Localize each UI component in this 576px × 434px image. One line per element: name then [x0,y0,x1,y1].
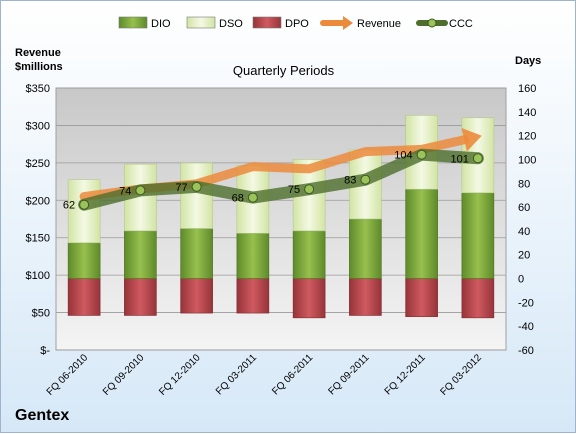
ccc-point [191,181,202,192]
ccc-point [79,199,90,210]
left-tick-label: $100 [26,270,50,282]
company-name: Gentex [15,407,70,424]
category-label: FQ 03-2011 [214,352,259,397]
bar-dso [67,179,101,244]
ccc-data-label: 68 [232,193,244,205]
ccc-data-label: 74 [119,185,131,197]
category-label: FQ 03-2012 [438,352,484,398]
right-tick-label: 0 [518,274,524,286]
bar-dio [67,242,101,279]
right-axis-title: Days [515,54,541,68]
right-tick-label: 120 [518,131,536,143]
ccc-data-label: 101 [451,153,469,165]
right-tick-label: -40 [518,321,534,333]
category-label: FQ 09-2010 [101,352,147,398]
right-tick-label: -20 [518,297,534,309]
bar-dpo [67,278,101,316]
bar-dpo [124,278,157,316]
category-label: FQ 12-2011 [383,352,428,397]
bar-dio [349,218,382,279]
ccc-data-label: 75 [288,184,300,196]
right-tick-label: 100 [518,154,536,166]
category-label: FQ 06-2010 [45,352,91,398]
category-label: FQ 09-2011 [327,352,372,397]
legend-label-dso: DSO [219,18,243,30]
category-label: FQ 12-2010 [157,352,203,398]
ccc-point [472,153,483,164]
ccc-data-label: 104 [394,150,412,162]
chart-title: Quarterly Periods [232,63,335,78]
bar-dio [180,228,213,279]
left-tick-label: $- [40,345,50,357]
bar-dpo [349,278,382,316]
left-axis-title-line-1: Revenue [15,47,61,59]
bar-dpo [180,278,213,314]
ccc-line [78,148,484,211]
right-tick-label: -60 [518,345,534,357]
ccc-point [304,184,315,195]
ccc-point [247,192,258,203]
plot-area [55,87,507,351]
bar-dpo [292,278,326,319]
legend-dot-icon [427,18,437,28]
bar-dio [405,188,438,279]
bar-dio [461,192,495,279]
left-axis-title-line-2: $millions [15,61,63,73]
legend-label-ccc: CCC [449,18,473,30]
right-tick-label: 20 [518,250,530,262]
legend-label-dpo: DPO [285,18,309,30]
legend-label-dio: DIO [151,18,171,30]
right-tick-label: 60 [518,202,530,214]
legend-label-revenue: Revenue [357,18,401,30]
category-label: FQ 06-2011 [270,352,315,397]
right-tick-label: 140 [518,107,536,119]
ccc-data-label: 83 [344,175,356,187]
ccc-data-label: 77 [175,182,187,194]
ccc-point [135,185,146,196]
right-tick-label: 40 [518,226,530,238]
bar-dio [292,230,326,279]
right-tick-label: 160 [518,83,536,95]
ccc-data-label: 62 [63,200,75,212]
left-tick-label: $50 [32,308,50,320]
revenue-arrowhead [461,128,482,152]
left-tick-label: $300 [26,120,50,132]
legend-swatch-dio [118,16,148,29]
ccc-point [360,174,371,185]
right-tick-label: 80 [518,178,530,190]
bar-dio [236,232,270,279]
bar-dpo [461,278,495,319]
bar-dpo [405,278,438,317]
left-tick-label: $200 [26,195,50,207]
bar-dpo [236,278,270,314]
right-axis-title-text: Days [515,55,542,67]
ccc-point [416,149,427,160]
left-tick-label: $250 [26,158,50,170]
legend-swatch-dso [186,16,216,29]
bar-dio [124,230,157,279]
left-tick-label: $150 [26,233,50,245]
legend-arrow-icon [343,16,353,30]
left-axis-title: Revenue $millions [15,46,63,74]
legend-swatch-dpo [252,16,282,29]
left-tick-label: $350 [26,83,50,95]
bar-dso [180,162,213,229]
